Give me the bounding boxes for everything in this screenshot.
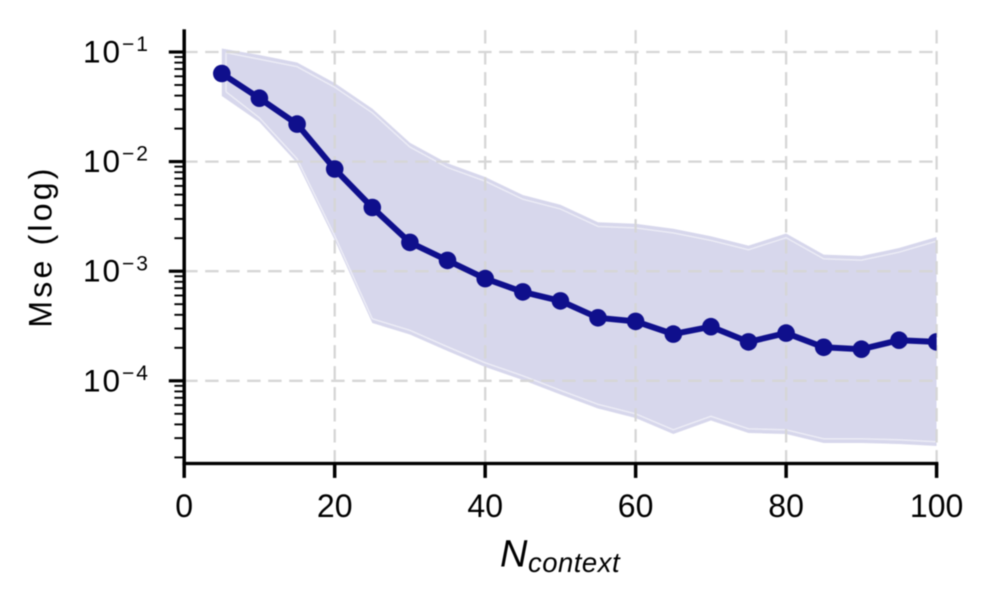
svg-text:80: 80: [768, 488, 804, 524]
svg-text:0: 0: [175, 488, 193, 524]
svg-text:20: 20: [317, 488, 353, 524]
svg-text:Mse (log): Mse (log): [23, 165, 59, 327]
svg-text:40: 40: [467, 488, 503, 524]
svg-text:100: 100: [910, 488, 963, 524]
svg-text:60: 60: [618, 488, 654, 524]
